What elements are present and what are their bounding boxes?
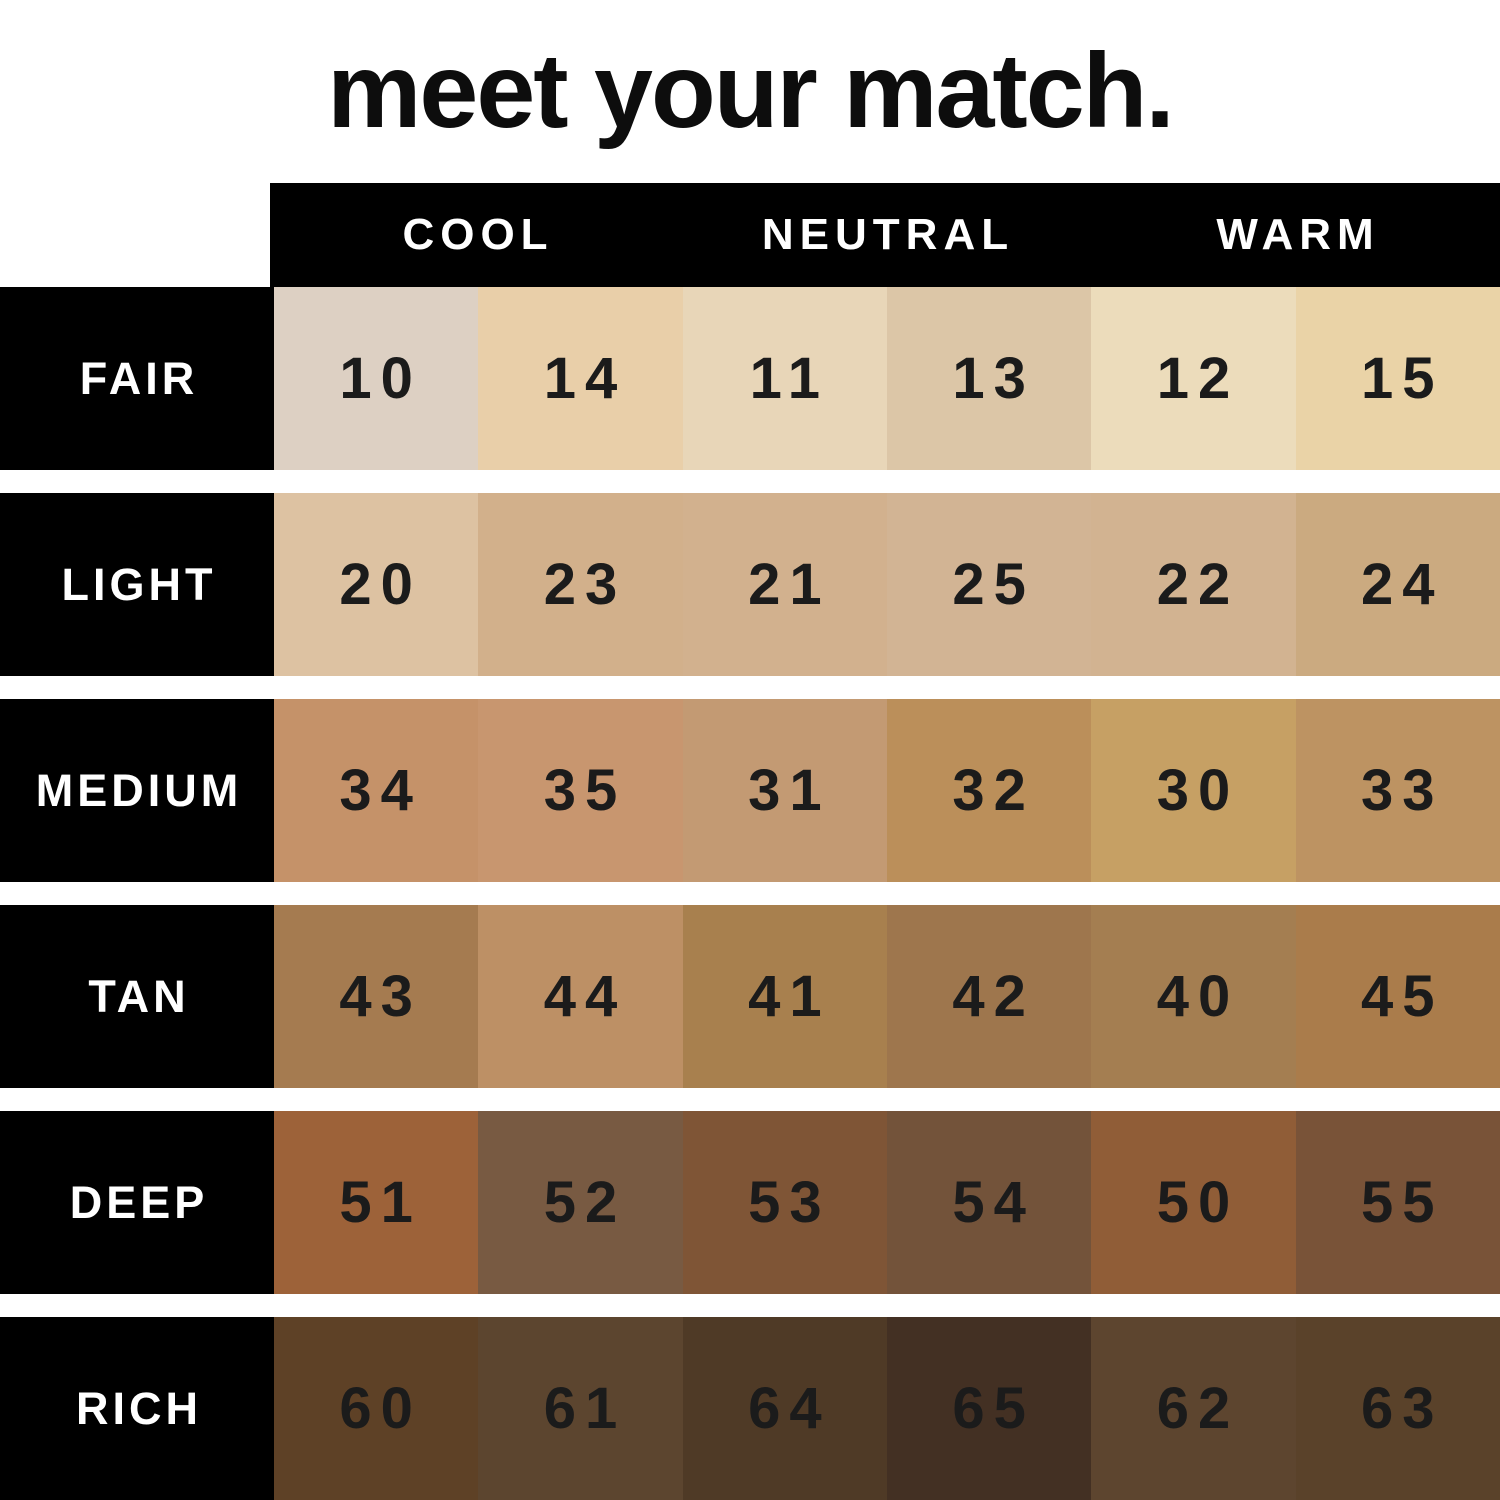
row-label-light: LIGHT xyxy=(0,493,274,676)
shade-swatch-64: 64 xyxy=(682,1317,887,1500)
shade-swatch-55: 55 xyxy=(1295,1111,1500,1294)
shade-swatch-45: 45 xyxy=(1295,905,1500,1088)
shade-swatch-54: 54 xyxy=(886,1111,1092,1294)
shade-swatch-32: 32 xyxy=(886,699,1092,882)
shade-row-deep: DEEP 51 52 53 54 50 55 xyxy=(0,1111,1500,1294)
page-title: meet your match. xyxy=(327,32,1175,150)
shade-swatch-33: 33 xyxy=(1295,699,1500,882)
shade-swatch-21: 21 xyxy=(682,493,887,676)
shade-swatch-50: 50 xyxy=(1091,1111,1296,1294)
row-label-medium: MEDIUM xyxy=(0,699,274,882)
shade-swatch-65: 65 xyxy=(886,1317,1092,1500)
shade-row-medium: MEDIUM 34 35 31 32 30 33 xyxy=(0,699,1500,882)
shade-swatch-20: 20 xyxy=(274,493,479,676)
shade-row-light: LIGHT 20 23 21 25 22 24 xyxy=(0,493,1500,676)
shade-swatch-51: 51 xyxy=(274,1111,479,1294)
shade-swatch-44: 44 xyxy=(478,905,683,1088)
shade-swatch-23: 23 xyxy=(478,493,683,676)
shade-swatch-43: 43 xyxy=(274,905,479,1088)
shade-swatch-41: 41 xyxy=(682,905,887,1088)
shade-swatch-15: 15 xyxy=(1295,287,1500,470)
column-headers-bar: COOL NEUTRAL WARM xyxy=(270,183,1500,287)
shade-swatch-13: 13 xyxy=(886,287,1092,470)
row-label-rich: RICH xyxy=(0,1317,274,1500)
shade-swatch-53: 53 xyxy=(682,1111,887,1294)
shade-swatch-31: 31 xyxy=(682,699,887,882)
shade-swatch-25: 25 xyxy=(886,493,1092,676)
shade-row-tan: TAN 43 44 41 42 40 45 xyxy=(0,905,1500,1088)
shade-swatch-42: 42 xyxy=(886,905,1092,1088)
shade-swatch-24: 24 xyxy=(1295,493,1500,676)
shade-swatch-34: 34 xyxy=(274,699,479,882)
shade-swatch-60: 60 xyxy=(274,1317,479,1500)
column-header-neutral: NEUTRAL xyxy=(761,210,1015,259)
shade-swatch-22: 22 xyxy=(1091,493,1296,676)
shade-swatch-14: 14 xyxy=(478,287,683,470)
shade-swatch-35: 35 xyxy=(478,699,683,882)
shade-row-rich: RICH 60 61 64 65 62 63 xyxy=(0,1317,1500,1500)
row-label-deep: DEEP xyxy=(0,1111,274,1294)
shade-swatch-11: 11 xyxy=(682,287,887,470)
shade-row-fair: FAIR 10 14 11 13 12 15 xyxy=(0,287,1500,470)
shade-swatch-62: 62 xyxy=(1091,1317,1296,1500)
row-label-tan: TAN xyxy=(0,905,274,1088)
shade-swatch-40: 40 xyxy=(1091,905,1296,1088)
shade-swatch-12: 12 xyxy=(1091,287,1296,470)
row-label-fair: FAIR xyxy=(0,287,274,470)
shade-swatch-63: 63 xyxy=(1295,1317,1500,1500)
shade-swatch-52: 52 xyxy=(478,1111,683,1294)
title-area: meet your match. xyxy=(0,0,1500,183)
column-header-warm: WARM xyxy=(1216,210,1380,259)
column-header-cool: COOL xyxy=(402,210,554,259)
shade-swatch-61: 61 xyxy=(478,1317,683,1500)
shade-swatch-10: 10 xyxy=(274,287,479,470)
shade-swatch-30: 30 xyxy=(1091,699,1296,882)
